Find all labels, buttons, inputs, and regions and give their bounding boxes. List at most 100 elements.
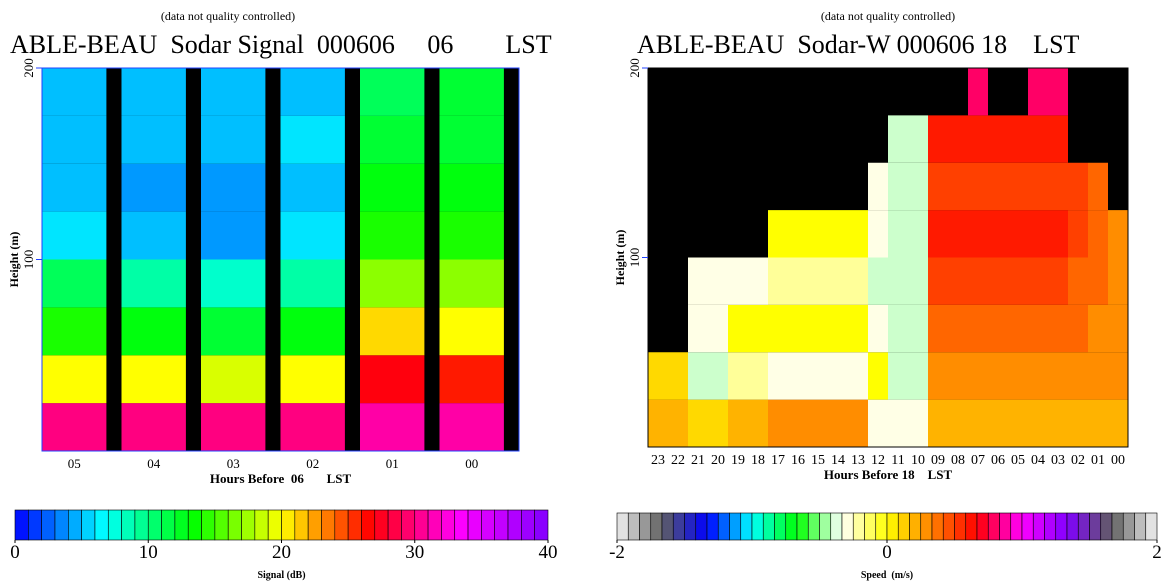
heat-cell xyxy=(808,352,828,400)
heat-cell xyxy=(1088,352,1108,400)
heat-cell xyxy=(201,403,266,451)
heat-cell xyxy=(868,399,888,447)
heat-cell xyxy=(121,115,186,164)
heat-cell xyxy=(1028,162,1048,211)
heat-cell xyxy=(201,115,266,164)
x-tick-label: 05 xyxy=(1011,453,1025,468)
colorbar-tick-label: -2 xyxy=(609,542,625,563)
heat-cell xyxy=(668,352,688,400)
heat-cell xyxy=(808,210,828,258)
x-tick-label: 17 xyxy=(771,453,785,468)
heat-cell xyxy=(42,307,107,356)
colorbar-swatch xyxy=(987,512,1000,541)
colorbar-swatch xyxy=(774,512,787,541)
heat-cell xyxy=(42,403,107,451)
heat-cell xyxy=(888,399,908,447)
heat-cell xyxy=(888,352,908,400)
heat-cell xyxy=(648,399,668,447)
heat-cell xyxy=(439,211,504,260)
colorbar-swatch xyxy=(454,509,469,541)
x-tick-label: 03 xyxy=(1051,453,1065,468)
x-tick-label: 02 xyxy=(306,456,319,471)
x-tick-label: 04 xyxy=(147,456,161,471)
heat-cell xyxy=(121,163,186,212)
heat-cell xyxy=(888,210,908,258)
heat-cell xyxy=(828,304,848,353)
heat-cell xyxy=(1068,210,1088,258)
heat-cell xyxy=(121,307,186,356)
x-tick-label: 19 xyxy=(731,453,745,468)
heat-cell xyxy=(280,259,345,308)
heat-cell xyxy=(708,399,728,447)
colorbar-swatch xyxy=(819,512,832,541)
colorbar-swatch xyxy=(942,512,955,541)
colorbar-swatch xyxy=(672,512,685,541)
x-tick-label: 01 xyxy=(386,456,399,471)
heat-cell xyxy=(1068,352,1088,400)
heat-cell xyxy=(748,352,768,400)
colorbar-tick-label: 10 xyxy=(139,542,158,563)
colorbar-swatch xyxy=(121,509,136,541)
colorbar-swatch xyxy=(1055,512,1068,541)
heat-cell xyxy=(988,162,1008,211)
x-tick-label: 14 xyxy=(831,453,845,468)
x-tick-label: 16 xyxy=(791,453,805,468)
heat-cell xyxy=(1008,304,1028,353)
heat-cell xyxy=(121,259,186,308)
colorbar-swatch xyxy=(147,509,162,541)
heat-cell xyxy=(768,210,788,258)
heat-cell xyxy=(968,210,988,258)
heat-cell xyxy=(868,210,888,258)
colorbar-swatch xyxy=(534,509,549,541)
colorbar-swatch xyxy=(706,512,719,541)
heat-cell xyxy=(42,115,107,164)
colorbar-swatch xyxy=(875,512,888,541)
colorbar-swatch xyxy=(94,509,109,541)
heat-cell xyxy=(360,163,425,212)
colorbar-swatch xyxy=(481,509,495,541)
heat-cell xyxy=(768,257,788,305)
heat-cell xyxy=(868,257,888,305)
heat-cell xyxy=(888,162,908,211)
heat-cell xyxy=(1088,399,1108,447)
colorbar-swatch xyxy=(414,509,429,541)
colorbar-swatch xyxy=(227,509,242,541)
heat-cell xyxy=(768,352,788,400)
heat-cell xyxy=(968,115,988,163)
heat-cell xyxy=(728,257,748,305)
x-tick-label: 04 xyxy=(1031,453,1045,468)
heat-cell xyxy=(201,211,266,260)
heat-cell xyxy=(688,304,708,353)
colorbar-swatch xyxy=(684,512,697,541)
heat-cell xyxy=(439,259,504,308)
heat-cell xyxy=(788,257,808,305)
colorbar-tick-label: 0 xyxy=(882,542,892,563)
colorbar-swatch xyxy=(307,509,322,541)
x-tick-label: 00 xyxy=(1111,453,1125,468)
colorbar-swatch xyxy=(1100,512,1113,541)
colorbar-swatch xyxy=(467,509,482,541)
heat-cell xyxy=(948,257,968,305)
heat-cell xyxy=(928,115,948,163)
colorbar-swatch xyxy=(41,509,56,541)
heat-cell xyxy=(728,352,748,400)
x-tick-label: 10 xyxy=(911,453,925,468)
heat-cell xyxy=(848,257,868,305)
heat-cell xyxy=(868,162,888,211)
colorbar-swatch xyxy=(68,509,82,541)
heat-cell xyxy=(280,115,345,164)
heat-cell xyxy=(1108,304,1128,353)
heat-cell xyxy=(908,257,928,305)
heat-cell xyxy=(201,355,266,404)
colorbar-swatch xyxy=(321,509,336,541)
x-tick-label: 23 xyxy=(651,453,665,468)
colorbar-swatch xyxy=(374,509,389,541)
colorbar-swatch xyxy=(976,512,989,541)
colorbar-swatch xyxy=(387,509,402,541)
heat-cell xyxy=(688,352,708,400)
colorbar-swatch xyxy=(627,512,640,541)
heat-cell xyxy=(648,352,668,400)
colorbar-swatch xyxy=(521,509,535,541)
heat-cell xyxy=(42,211,107,260)
colorbar-swatch xyxy=(954,512,967,541)
